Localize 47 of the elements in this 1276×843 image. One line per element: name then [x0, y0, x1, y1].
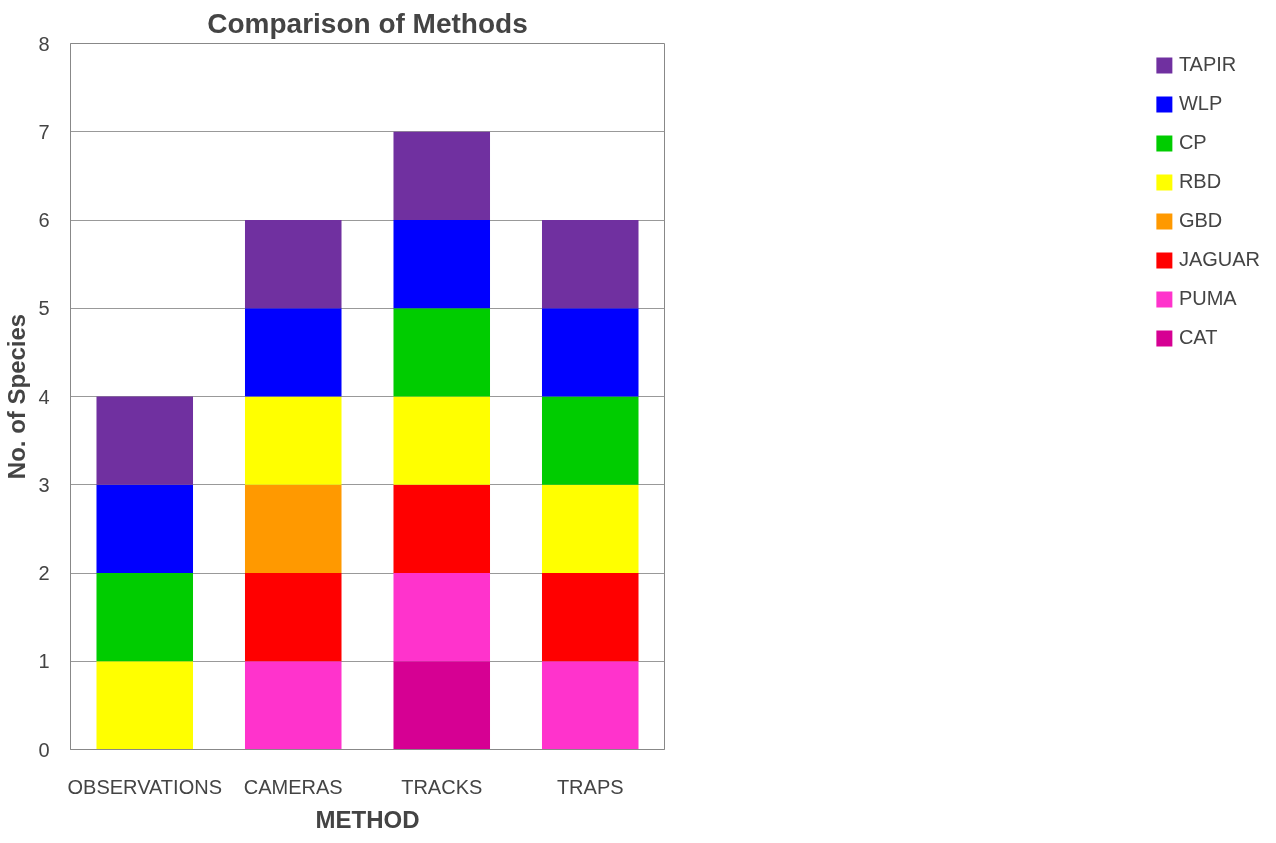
legend-label: RBD — [1178, 170, 1222, 193]
bar — [393, 573, 491, 662]
x-tick-label: TRACKS — [401, 775, 483, 798]
bar — [244, 396, 342, 485]
bar — [96, 484, 194, 573]
x-tick-label: TRAPS — [556, 775, 624, 798]
y-tick-label: 2 — [38, 562, 50, 584]
bar — [96, 661, 194, 750]
bar — [96, 396, 194, 485]
y-tick-label: 3 — [38, 473, 50, 496]
bar — [244, 661, 342, 750]
bar — [393, 396, 491, 485]
legend-label: PUMA — [1178, 287, 1237, 310]
bar — [393, 308, 491, 397]
legend-label: GBD — [1178, 209, 1223, 232]
bar — [541, 661, 639, 750]
y-tick-label: 6 — [38, 209, 50, 231]
y-tick-label: 1 — [38, 650, 50, 673]
legend-label: TAPIR — [1178, 53, 1237, 76]
legend-label: CP — [1178, 131, 1207, 154]
y-tick-label: 7 — [38, 120, 50, 143]
legend-label: CAT — [1178, 326, 1218, 349]
bar — [393, 131, 491, 220]
y-tick-label: 4 — [38, 385, 50, 408]
bar — [541, 484, 639, 573]
legend-label: JAGUAR — [1178, 248, 1260, 271]
x-axis-title: METHOD — [315, 805, 420, 833]
bar — [541, 573, 639, 662]
legend-label: WLP — [1178, 92, 1223, 115]
bar — [541, 396, 639, 485]
bar — [393, 661, 491, 750]
bar — [393, 484, 491, 573]
y-tick-label: 5 — [38, 297, 50, 320]
bar — [541, 308, 639, 397]
y-tick-label: 8 — [38, 32, 50, 55]
y-axis-title: No. of Species — [3, 313, 31, 480]
bar — [96, 573, 194, 662]
bar — [244, 220, 342, 309]
bar — [541, 220, 639, 309]
bar — [244, 484, 342, 573]
bar — [244, 308, 342, 397]
chart-title: Comparison of Methods — [207, 7, 528, 39]
bar — [393, 220, 491, 309]
x-tick-label: OBSERVATIONS — [67, 775, 222, 798]
y-tick-label: 0 — [38, 738, 50, 761]
x-tick-label: CAMERAS — [243, 775, 343, 798]
bar — [244, 573, 342, 662]
